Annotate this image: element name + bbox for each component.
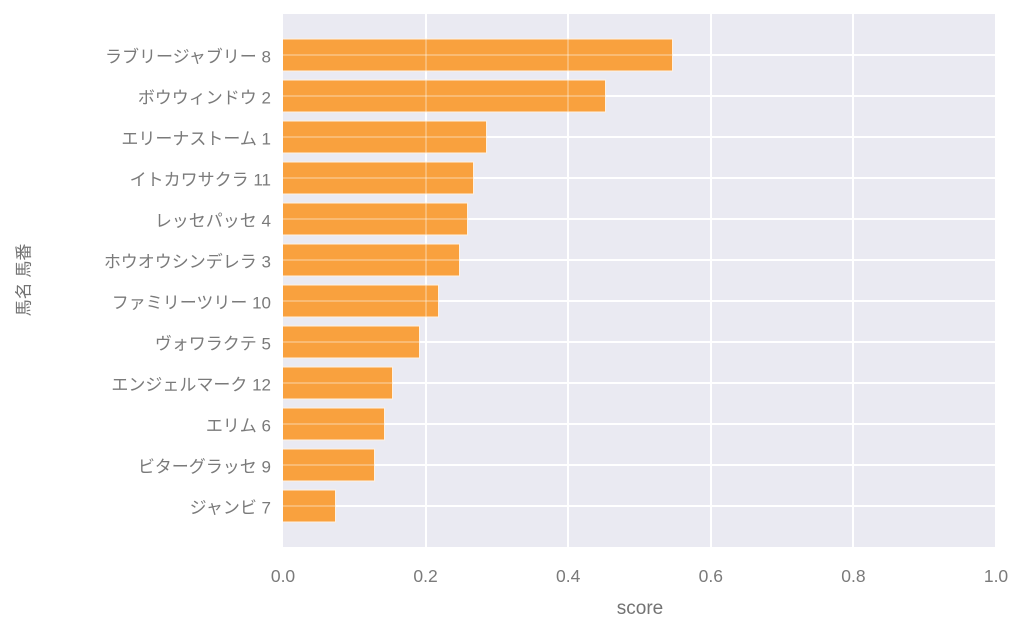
x-tick-label: 0.8 xyxy=(841,566,866,586)
x-tick-label: 0.6 xyxy=(698,566,723,586)
y-tick-label: ビターグラッセ 9 xyxy=(137,457,271,477)
gridline-horizontal xyxy=(283,218,996,220)
gridline-vertical xyxy=(709,14,712,547)
bar xyxy=(283,448,375,482)
gridline-vertical xyxy=(852,14,855,547)
y-tick-label: ホウオウシンデレラ 3 xyxy=(103,252,271,272)
bar xyxy=(283,489,336,523)
gridline-horizontal xyxy=(283,177,996,179)
bar xyxy=(283,161,475,195)
y-tick-label: ボウウィンドウ 2 xyxy=(137,88,271,108)
x-tick-label: 0.2 xyxy=(413,566,438,586)
gridline-horizontal xyxy=(283,136,996,138)
x-tick-labels: 0.0 0.2 0.4 0.6 0.8 1.0 xyxy=(271,566,1008,590)
x-tick-label: 1.0 xyxy=(983,566,1009,586)
bar xyxy=(283,38,673,72)
gridline-horizontal xyxy=(283,423,996,425)
bar xyxy=(283,366,393,400)
gridlines-under xyxy=(283,14,997,547)
gridline-horizontal xyxy=(283,341,996,343)
y-tick-label: エリム 6 xyxy=(205,416,271,436)
y-tick-label: ラブリージャブリー 8 xyxy=(105,47,271,67)
y-tick-labels: ラブリージャブリー 8 ボウウィンドウ 2 エリーナストーム 1 イトカワサクラ 11… xyxy=(0,14,271,547)
y-tick-label: イトカワサクラ 11 xyxy=(129,170,271,190)
y-tick-label: エンジェルマーク 12 xyxy=(111,375,271,395)
gridline-horizontal xyxy=(283,300,996,302)
bar xyxy=(283,284,440,318)
gridline-vertical xyxy=(995,14,997,547)
bar xyxy=(283,202,468,236)
bar xyxy=(283,407,385,441)
bar xyxy=(283,120,487,154)
y-tick-label: ジャンビ 7 xyxy=(189,498,271,518)
gridline-horizontal xyxy=(283,382,996,384)
gridline-horizontal xyxy=(283,95,996,97)
gridline-vertical xyxy=(567,14,570,547)
bar xyxy=(283,325,420,359)
x-tick-label: 0.4 xyxy=(556,566,581,586)
plot-area xyxy=(283,14,997,547)
y-tick-label: エリーナストーム 1 xyxy=(121,129,271,149)
bar xyxy=(283,243,460,277)
x-tick-label: 0.0 xyxy=(270,566,296,586)
y-tick-label: レッセパッセ 4 xyxy=(154,211,271,231)
x-axis-title: score xyxy=(616,598,664,619)
y-tick-label: ヴォワラクテ 5 xyxy=(154,334,271,354)
bar xyxy=(283,79,606,113)
gridline-horizontal xyxy=(283,259,996,261)
bars-layer xyxy=(283,14,996,547)
gridline-vertical xyxy=(424,14,427,547)
y-tick-label: ファミリーツリー 10 xyxy=(111,293,271,313)
gridline-horizontal xyxy=(283,464,996,466)
gridline-horizontal xyxy=(283,505,996,507)
